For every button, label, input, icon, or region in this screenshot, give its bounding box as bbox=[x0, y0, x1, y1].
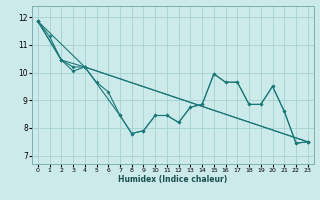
X-axis label: Humidex (Indice chaleur): Humidex (Indice chaleur) bbox=[118, 175, 228, 184]
